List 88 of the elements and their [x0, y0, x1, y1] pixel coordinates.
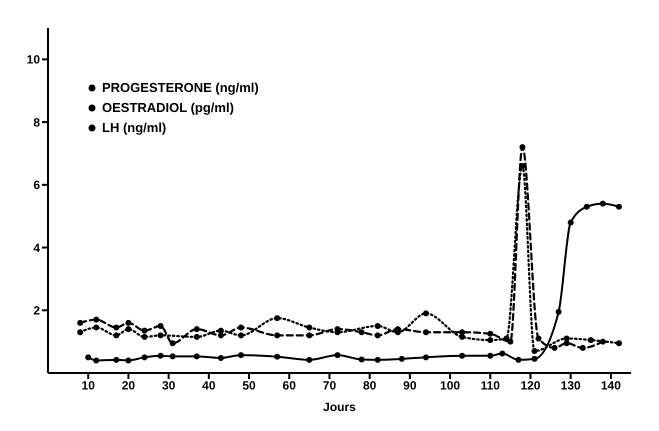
- point: [113, 332, 120, 338]
- point: [170, 340, 176, 346]
- point: [556, 308, 562, 315]
- x-tick-label: 110: [480, 378, 500, 393]
- point: [374, 322, 381, 329]
- point: [374, 356, 381, 363]
- y-tick-label: 2: [33, 304, 40, 318]
- x-tick-label: 130: [560, 378, 582, 393]
- point: [616, 204, 622, 210]
- point: [93, 316, 100, 323]
- x-tick-label: 20: [122, 378, 136, 393]
- point: [274, 354, 280, 360]
- point: [568, 219, 574, 226]
- point: [334, 352, 340, 358]
- x-tick-label: 40: [202, 378, 216, 393]
- point: [600, 338, 606, 345]
- point: [487, 352, 494, 359]
- legend-label: LH (ng/ml): [102, 119, 166, 137]
- x-tick-label: 90: [403, 378, 417, 393]
- point: [125, 320, 132, 326]
- point: [93, 324, 100, 331]
- point: [487, 337, 494, 344]
- legend-label: PROGESTERONE (ng/ml): [102, 79, 259, 97]
- point: [141, 334, 148, 340]
- x-tick-label: 70: [322, 378, 336, 393]
- point: [532, 348, 538, 354]
- point: [616, 340, 622, 346]
- point: [306, 356, 312, 363]
- point: [238, 352, 244, 358]
- x-tick-label: 30: [162, 378, 176, 393]
- point: [398, 356, 405, 362]
- point: [374, 332, 381, 338]
- point: [113, 324, 120, 331]
- point: [125, 326, 132, 332]
- point: [358, 329, 365, 336]
- x-tick-label: 100: [440, 378, 460, 393]
- x-tick-label: 140: [600, 378, 622, 393]
- y-tick-label: 8: [33, 115, 40, 130]
- point: [499, 350, 506, 357]
- point: [564, 340, 570, 346]
- point: [459, 352, 466, 359]
- point: [77, 329, 84, 336]
- y-tick-label: 6: [33, 178, 40, 192]
- point: [218, 354, 224, 361]
- point: [515, 356, 522, 363]
- x-tick-label: 80: [362, 378, 377, 393]
- x-tick-label: 50: [242, 378, 256, 393]
- point: [306, 324, 312, 331]
- point: [588, 337, 594, 344]
- x-tick-label: 60: [282, 378, 296, 393]
- point: [194, 353, 200, 360]
- point: [93, 357, 100, 364]
- point: [274, 315, 280, 322]
- y-tick-label: 10: [26, 52, 40, 67]
- point: [238, 324, 244, 331]
- x-tick-label: 10: [82, 378, 96, 393]
- point: [113, 356, 120, 363]
- point: [141, 354, 148, 360]
- point: [459, 329, 466, 336]
- point: [85, 354, 92, 360]
- point: [584, 204, 590, 210]
- point: [600, 200, 606, 207]
- point: [422, 354, 429, 360]
- point: [238, 332, 244, 338]
- x-axis-title: Jours: [323, 400, 356, 414]
- point: [422, 329, 429, 336]
- point: [536, 336, 542, 342]
- point: [158, 352, 164, 359]
- point: [77, 320, 84, 326]
- point: [306, 332, 312, 338]
- point: [487, 330, 494, 337]
- x-tick-label: 120: [520, 378, 541, 393]
- y-tick-label: 4: [33, 240, 40, 255]
- point: [141, 328, 148, 334]
- point: [158, 322, 164, 329]
- point: [580, 344, 586, 351]
- point: [125, 357, 132, 364]
- point: [532, 356, 538, 362]
- point: [170, 353, 176, 360]
- point: [507, 338, 514, 345]
- legend-label: OESTRADIOL (pg/ml): [102, 99, 234, 117]
- point: [274, 332, 280, 338]
- point: [194, 334, 200, 340]
- point: [422, 310, 429, 316]
- point: [552, 344, 558, 351]
- point: [358, 356, 365, 363]
- point: [158, 332, 164, 338]
- point: [194, 326, 200, 332]
